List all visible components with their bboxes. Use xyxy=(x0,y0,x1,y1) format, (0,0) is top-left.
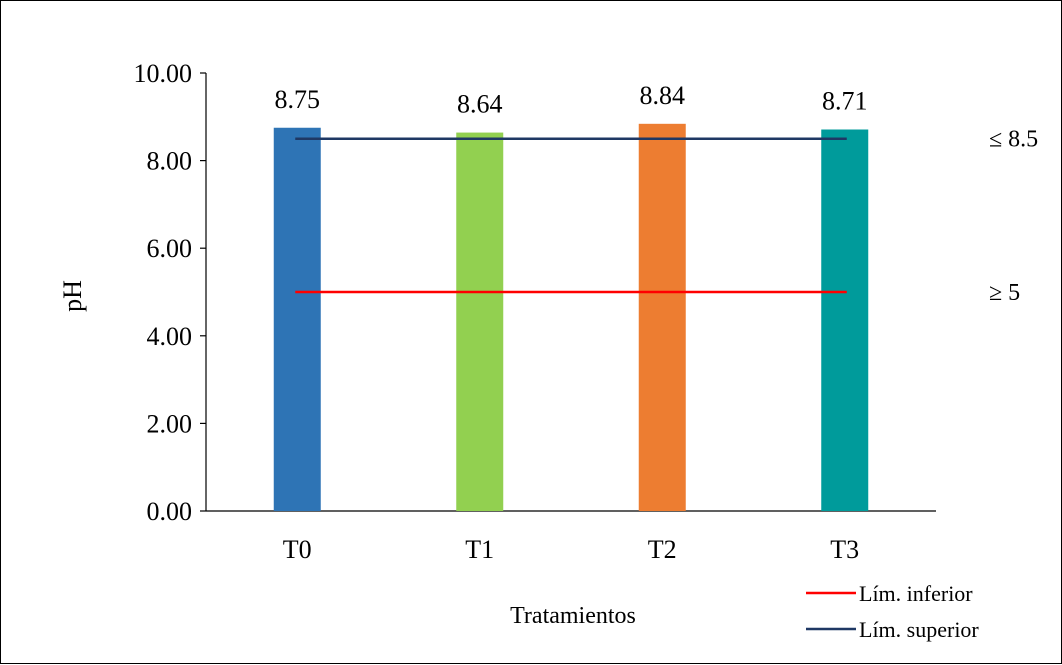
legend-label: Lím. inferior xyxy=(859,581,973,606)
reference-line-label: ≤ 8.5 xyxy=(989,127,1038,153)
y-tick-label: 10.00 xyxy=(134,59,193,88)
bar-t3 xyxy=(821,129,869,511)
data-label: 8.64 xyxy=(457,90,503,119)
data-label: 8.75 xyxy=(275,85,321,114)
legend: Lím. inferior Lím. superior xyxy=(806,581,979,642)
x-ticks: T0 T1 T2 T3 xyxy=(283,535,859,564)
x-tick-label: T3 xyxy=(830,535,859,564)
x-tick-label: T1 xyxy=(465,535,494,564)
y-axis-label: pH xyxy=(58,280,87,312)
x-tick-label: T0 xyxy=(283,535,312,564)
data-label: 8.71 xyxy=(822,87,868,116)
y-tick-label: 2.00 xyxy=(147,409,193,438)
reference-lines: ≥ 5 ≤ 8.5 xyxy=(295,127,1038,306)
bar-t2 xyxy=(638,123,686,512)
y-tick-label: 4.00 xyxy=(147,322,193,351)
bar-t1 xyxy=(456,132,504,511)
x-axis-label: Tratamientos xyxy=(510,603,636,629)
bar-t0 xyxy=(273,127,321,511)
y-tick-label: 8.00 xyxy=(147,147,193,176)
y-ticks: 0.00 2.00 4.00 6.00 8.00 10.00 xyxy=(134,59,206,526)
bars: 8.75 8.64 8.84 8.71 xyxy=(273,81,869,512)
data-label: 8.84 xyxy=(640,81,686,110)
axes xyxy=(205,73,936,512)
reference-line-label: ≥ 5 xyxy=(989,280,1020,306)
y-tick-label: 0.00 xyxy=(147,497,193,526)
legend-label: Lím. superior xyxy=(859,617,979,642)
x-tick-label: T2 xyxy=(648,535,677,564)
y-tick-label: 6.00 xyxy=(147,234,193,263)
